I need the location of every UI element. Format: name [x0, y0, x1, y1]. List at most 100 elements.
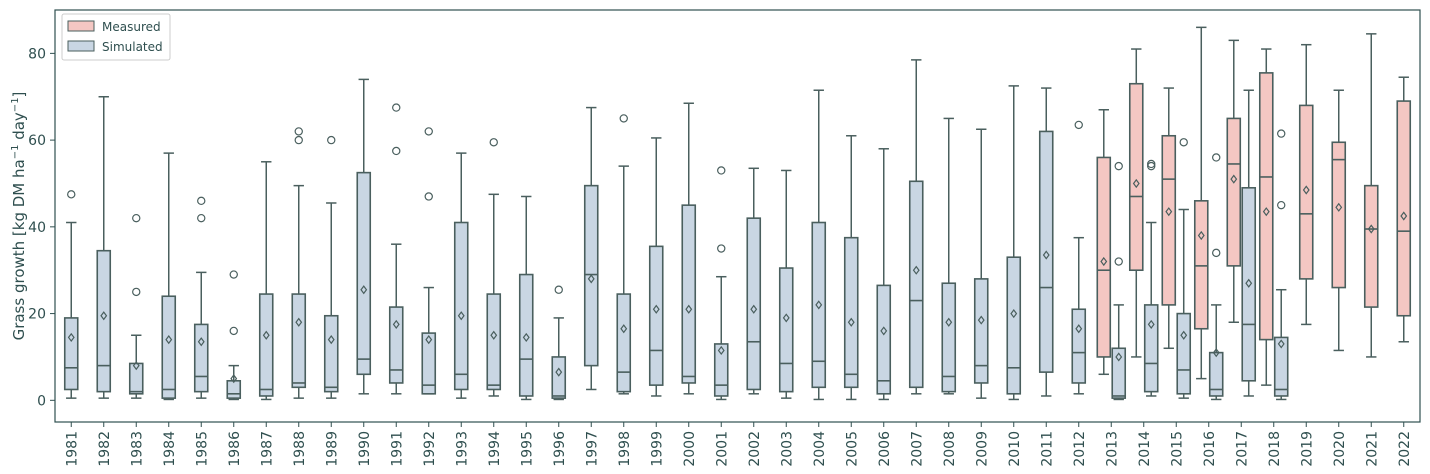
flier-point: [1114, 161, 1123, 171]
x-tick-label: 2011: [1039, 431, 1055, 467]
box-body: [1111, 347, 1127, 399]
box-simulated-1985: [193, 196, 209, 399]
box-body: [161, 295, 177, 399]
box-body: [681, 204, 697, 384]
box-body: [1226, 117, 1242, 267]
box-body: [713, 343, 729, 397]
mean-marker: [1147, 319, 1155, 330]
mean-marker: [1115, 352, 1123, 362]
box-measured-2014: [1128, 48, 1144, 358]
box-simulated-1987: [258, 161, 274, 401]
mean-marker: [490, 330, 498, 340]
box-body: [1143, 304, 1159, 393]
x-tick-label: 2009: [974, 431, 990, 467]
box-body: [843, 236, 859, 389]
flier-point: [1277, 129, 1286, 138]
box-body: [876, 284, 892, 395]
box-body: [941, 282, 957, 393]
mean-marker: [977, 315, 985, 325]
x-tick-label: 1988: [292, 431, 308, 467]
plot-frame: [54, 9, 1421, 423]
x-tick-label: 1986: [227, 431, 243, 467]
x-tick-label: 1997: [584, 431, 600, 467]
x-tick-label: 2003: [779, 431, 795, 467]
box-body: [551, 356, 567, 399]
flier-point: [1074, 120, 1083, 130]
box-body: [291, 293, 307, 389]
mean-marker: [652, 304, 660, 314]
x-tick-label: 2006: [877, 431, 893, 467]
box-simulated-2004: [811, 89, 827, 401]
box-body: [1161, 134, 1177, 306]
legend-swatch-simulated: [67, 40, 95, 52]
box-simulated-2012: [1071, 120, 1087, 395]
box-measured-2017: [1226, 39, 1242, 324]
mean-marker: [100, 311, 108, 321]
x-tick-label: 2004: [812, 431, 828, 467]
box-body: [1396, 100, 1412, 317]
legend: Measured Simulated: [61, 13, 171, 61]
flier-point: [294, 135, 303, 145]
x-tick-label: 1994: [487, 431, 503, 467]
box-body: [1363, 184, 1379, 308]
box-simulated-1986: [226, 270, 242, 401]
mean-marker: [620, 324, 628, 334]
box-body: [356, 171, 372, 376]
x-tick-label: 2007: [909, 431, 925, 467]
x-tick-label: 2014: [1137, 431, 1153, 467]
box-body: [908, 180, 924, 389]
box-simulated-1981: [63, 190, 79, 399]
x-tick-label: 2018: [1267, 431, 1283, 467]
x-tick-label: 2000: [682, 431, 698, 467]
y-axis-label-end: ]: [10, 92, 28, 98]
flier-point: [229, 270, 238, 279]
mean-marker: [522, 332, 530, 343]
box-simulated-1997: [583, 106, 599, 391]
flier-point: [1147, 161, 1156, 171]
mean-marker: [945, 317, 953, 327]
box-measured-2019: [1298, 43, 1314, 326]
mean-marker: [880, 326, 888, 336]
flier-point: [229, 326, 238, 336]
box-body: [1273, 336, 1289, 397]
flier-point: [132, 287, 141, 297]
y-axis-label: Grass growth [kg DM ha−1 day−1]: [10, 92, 28, 341]
box-simulated-1988: [291, 127, 307, 399]
y-tick-label: 0: [37, 393, 46, 409]
box-simulated-2017: [1241, 89, 1257, 397]
x-tick-label: 1995: [519, 431, 535, 467]
mean-marker: [67, 332, 75, 343]
mean-marker: [392, 319, 400, 330]
box-body: [1331, 141, 1347, 289]
mean-marker: [132, 361, 140, 371]
box-body: [1006, 256, 1022, 395]
mean-marker: [1010, 308, 1018, 319]
mean-marker: [1230, 174, 1238, 184]
box-simulated-1998: [616, 114, 632, 395]
mean-marker: [1042, 250, 1050, 260]
box-body: [1298, 104, 1314, 280]
box-simulated-2009: [973, 128, 989, 399]
x-tick-label: 1987: [259, 431, 275, 467]
y-tick-label: 40: [28, 220, 46, 236]
x-tick-label: 1981: [64, 431, 80, 467]
y-axis-label-main: Grass growth [kg DM ha: [10, 159, 28, 340]
x-axis: 1981 1982 1983 1984 1985 1986 1987 1988 1989 1990…: [64, 422, 1413, 467]
mean-marker: [1262, 207, 1270, 217]
flier-point: [717, 166, 726, 175]
mean-marker: [457, 311, 465, 321]
box-body: [453, 221, 469, 391]
box-simulated-2001: [713, 166, 729, 401]
box-simulated-1990: [356, 78, 372, 395]
mean-marker: [1400, 211, 1408, 221]
flier-point: [554, 285, 563, 294]
box-body: [973, 278, 989, 384]
box-measured-2015: [1161, 87, 1177, 350]
x-tick-label: 2002: [747, 431, 763, 467]
box-body: [1241, 187, 1257, 382]
y-tick-label: 60: [28, 133, 46, 149]
mean-marker: [1212, 348, 1220, 358]
x-tick-label: 1990: [357, 431, 373, 467]
